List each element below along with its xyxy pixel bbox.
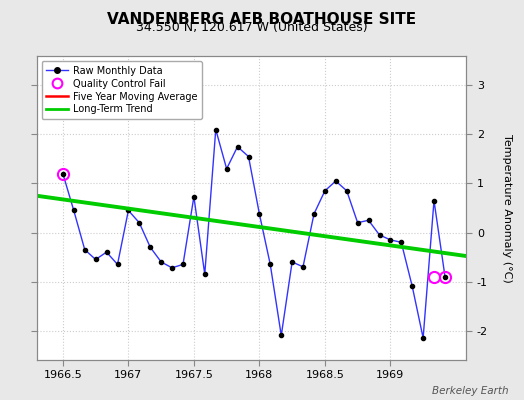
Title: 34.550 N, 120.617 W (United States): 34.550 N, 120.617 W (United States) (136, 21, 367, 34)
Text: VANDENBERG AFB BOATHOUSE SITE: VANDENBERG AFB BOATHOUSE SITE (107, 12, 417, 27)
Legend: Raw Monthly Data, Quality Control Fail, Five Year Moving Average, Long-Term Tren: Raw Monthly Data, Quality Control Fail, … (41, 61, 202, 119)
Y-axis label: Temperature Anomaly (°C): Temperature Anomaly (°C) (502, 134, 512, 282)
Text: Berkeley Earth: Berkeley Earth (432, 386, 508, 396)
